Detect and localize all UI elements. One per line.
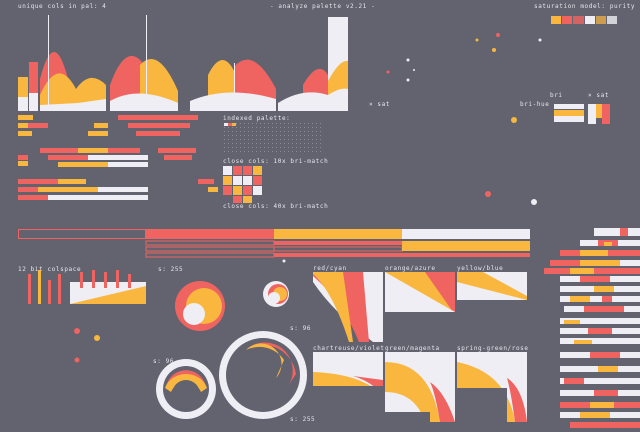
ring-wheel-left (156, 359, 216, 419)
scatter-left (74, 328, 100, 363)
chartreuse-violet-panel (313, 352, 383, 396)
ring-wheel-right (219, 331, 307, 419)
indexed-palette-grid (224, 123, 322, 155)
bri-hue-bars (554, 104, 610, 124)
palette-swatches (551, 16, 618, 24)
hue-stack-bars (18, 115, 218, 200)
colspace-chart (28, 270, 146, 304)
app-title: - ANALYZE PALETTE V2.21 - (270, 3, 376, 10)
right-hue-stack (544, 228, 640, 428)
orange-azure-label: ORANGE/AZURE (385, 265, 436, 272)
orange-azure-panel (385, 272, 455, 312)
green-magenta-panel (385, 352, 455, 422)
yellow-blue-panel (457, 272, 527, 300)
close-cols-40-label: CLOSE COLS: 40X BRI-MATCH (223, 203, 329, 210)
red-cyan-panel (313, 272, 383, 342)
spring-rose-label: SPRING-GREEN/ROSE (457, 345, 529, 352)
sat-label: × SAT (369, 101, 391, 108)
s96-label-a: S: 96 (290, 325, 312, 332)
close-cols-grid (223, 166, 262, 203)
chartreuse-violet-label: CHARTREUSE/VIOLET (313, 345, 385, 352)
hue-waveform-chart (18, 15, 348, 111)
bri-label: BRI (550, 92, 563, 99)
saturation-model-label[interactable]: SATURATION MODEL: PURITY (534, 3, 636, 10)
yellow-blue-label: YELLOW/BLUE (457, 265, 504, 272)
saturation-wheel-small (263, 281, 289, 307)
green-magenta-label: GREEN/MAGENTA (385, 345, 440, 352)
s255-label-a: S: 255 (158, 266, 184, 273)
saturation-wheel-large (175, 281, 225, 331)
hue-band-bar (18, 229, 530, 263)
red-cyan-label: RED/CYAN (313, 265, 347, 272)
indexed-palette-label: INDEXED PALETTE: (223, 115, 291, 122)
sat2-label: × SAT (588, 92, 610, 99)
bri-hue-label: BRI-HUE (520, 101, 550, 108)
saturation-scatter (386, 33, 542, 205)
close-cols-10-label: CLOSE COLS: 10X BRI-MATCH (223, 158, 329, 165)
s96-label-b: S: 96 (153, 358, 175, 365)
s255-label-b: S: 255 (290, 416, 316, 423)
spring-rose-panel (457, 352, 527, 422)
colspace-label: 12 BIT COLSPACE (18, 266, 82, 273)
unique-cols-label: UNIQUE COLS IN PAL: 4 (18, 3, 107, 10)
